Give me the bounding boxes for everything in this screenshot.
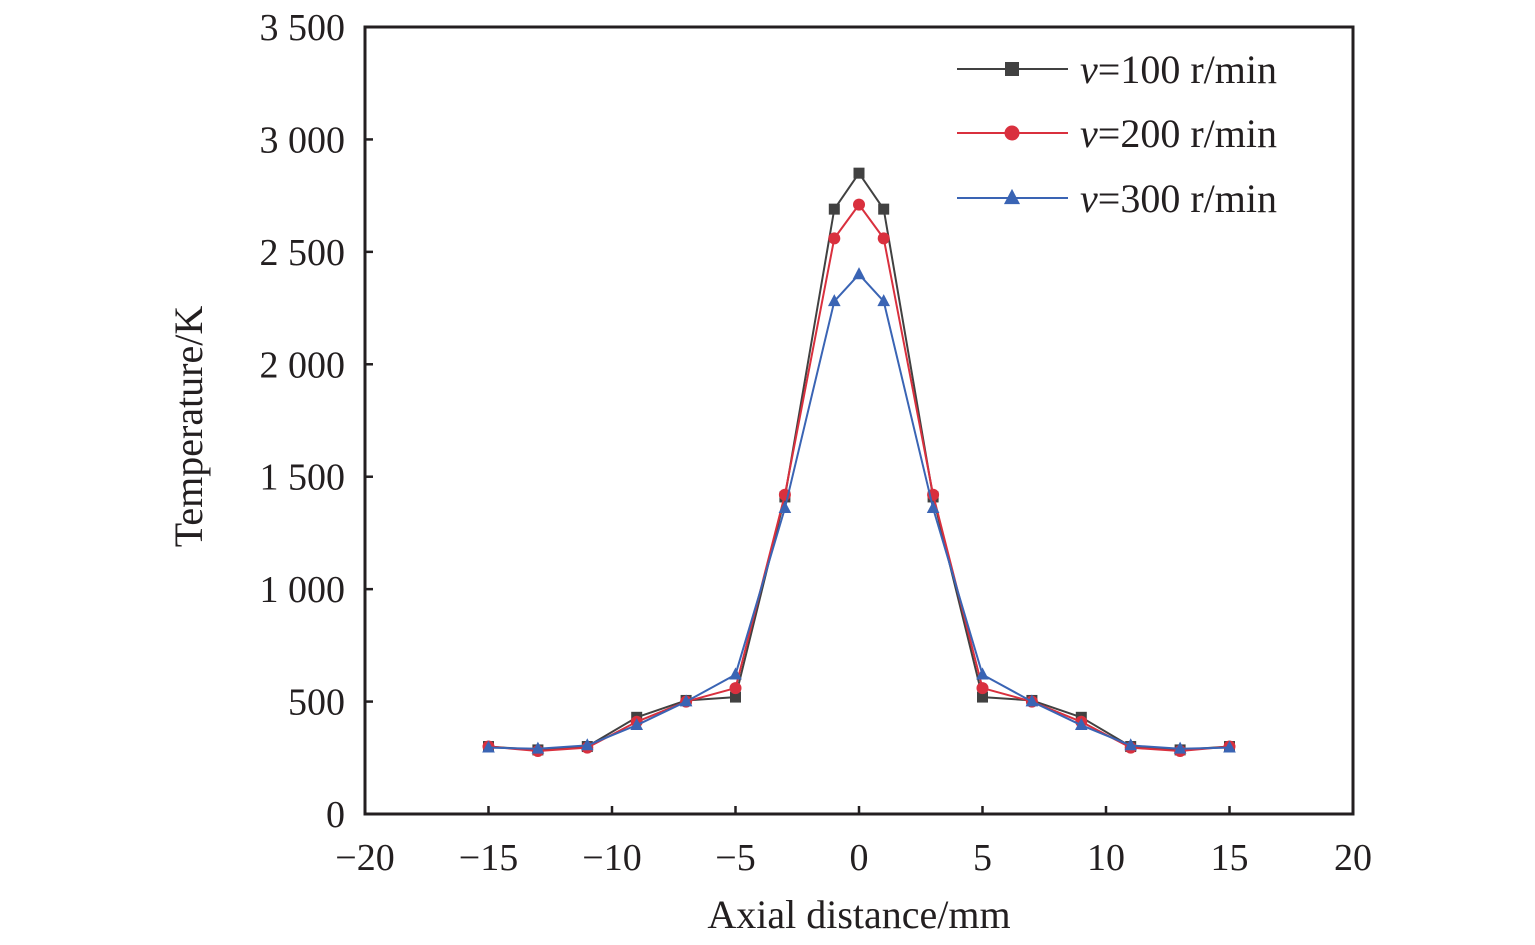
x-tick-label: −20 bbox=[335, 837, 394, 879]
series bbox=[483, 167, 1235, 756]
data-point bbox=[976, 667, 989, 680]
y-tick-label: 2 500 bbox=[260, 232, 346, 274]
y-tick-label: 3 000 bbox=[260, 119, 346, 161]
legend-label: v=200 r/min bbox=[1080, 111, 1277, 156]
series-line bbox=[488, 203, 1230, 753]
data-point bbox=[679, 694, 693, 707]
x-tick-label: −5 bbox=[715, 837, 755, 879]
series bbox=[482, 198, 1236, 758]
y-tick-label: 0 bbox=[326, 794, 345, 836]
legend-item: v=300 r/min bbox=[957, 176, 1277, 221]
data-point bbox=[878, 203, 890, 215]
data-point bbox=[877, 294, 891, 307]
x-tick-label: −15 bbox=[459, 837, 518, 879]
data-point bbox=[729, 682, 742, 695]
y-tick-label: 500 bbox=[288, 682, 345, 724]
series-line bbox=[488, 273, 1230, 750]
data-point bbox=[853, 167, 865, 179]
data-point bbox=[1003, 188, 1021, 205]
data-point bbox=[828, 203, 840, 215]
data-point bbox=[853, 198, 865, 211]
legend-label: v=300 r/min bbox=[1080, 176, 1277, 221]
legend-item: v=100 r/min bbox=[957, 47, 1277, 92]
data-point bbox=[877, 232, 890, 245]
legend-label: v=100 r/min bbox=[1080, 47, 1277, 92]
data-point bbox=[482, 740, 495, 753]
y-tick-label: 1 500 bbox=[260, 457, 346, 499]
x-tick-label: 0 bbox=[850, 837, 869, 879]
data-point bbox=[630, 718, 644, 731]
series-line bbox=[488, 172, 1230, 751]
x-tick-label: 10 bbox=[1087, 837, 1125, 879]
data-point bbox=[1223, 740, 1236, 753]
data-point bbox=[729, 667, 742, 680]
x-axis-title: Axial distance/mm bbox=[707, 892, 1010, 937]
series-layer bbox=[482, 167, 1236, 758]
x-tick-label: 15 bbox=[1211, 837, 1249, 879]
x-tick-label: 5 bbox=[973, 837, 992, 879]
data-point bbox=[1004, 125, 1020, 141]
data-point bbox=[852, 267, 866, 280]
data-point bbox=[977, 691, 988, 703]
data-point bbox=[926, 501, 940, 514]
data-point bbox=[778, 501, 792, 514]
data-point bbox=[1025, 694, 1039, 707]
data-point bbox=[1074, 718, 1088, 731]
data-point bbox=[580, 738, 594, 751]
legend: v=100 r/min v=200 r/min v=300 r/min bbox=[957, 47, 1277, 221]
y-tick-label: 2 000 bbox=[260, 344, 346, 386]
data-point bbox=[730, 691, 741, 703]
data-point bbox=[1173, 741, 1187, 754]
series bbox=[482, 267, 1236, 754]
legend-item: v=200 r/min bbox=[957, 111, 1277, 156]
data-point bbox=[827, 294, 841, 307]
data-point bbox=[531, 741, 545, 754]
data-point bbox=[828, 232, 841, 245]
data-point bbox=[1124, 738, 1138, 751]
data-point bbox=[1005, 62, 1019, 76]
y-axis: 0 500 1 000 1 500 2 000 2 500 3 000 3 500 bbox=[260, 7, 373, 836]
y-tick-label: 3 500 bbox=[260, 7, 346, 49]
data-point bbox=[976, 682, 989, 695]
x-axis: −20 −15 −10 −5 0 5 10 15 20 bbox=[335, 806, 1372, 879]
y-axis-title: Temperature/K bbox=[166, 306, 211, 548]
x-tick-label: 20 bbox=[1334, 837, 1372, 879]
x-tick-label: −10 bbox=[582, 837, 641, 879]
y-tick-label: 1 000 bbox=[260, 569, 346, 611]
